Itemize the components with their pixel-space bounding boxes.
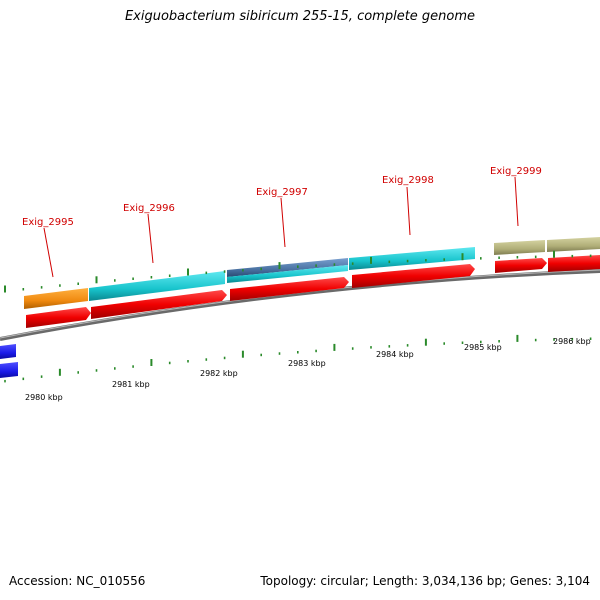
genome-backbone-highlight	[0, 269, 600, 339]
leader-line	[280, 197, 286, 248]
gene-label: Exig_2998	[382, 175, 434, 186]
cds-arrow-5	[495, 258, 547, 273]
leader-line	[147, 213, 154, 264]
kbp-label: 2984 kbp	[376, 350, 414, 359]
feature-cyan-2	[227, 265, 348, 283]
genome-backbone	[0, 269, 600, 341]
accession-text: Accession: NC_010556	[9, 574, 146, 588]
kbp-label: 2983 kbp	[288, 359, 326, 368]
feature-cyan-3	[349, 247, 475, 270]
tick-marks-lower	[4, 334, 592, 383]
page-title: Exiguobacterium sibiricum 255-15, comple…	[124, 9, 476, 24]
gene-label: Exig_2996	[123, 203, 175, 214]
feature-blue-1	[0, 344, 16, 359]
kbp-label: 2980 kbp	[25, 393, 63, 402]
leader-line	[43, 227, 54, 278]
feature-blue-2	[0, 362, 18, 378]
feature-steelblue	[227, 258, 348, 277]
kbp-label-group: 2980 kbp 2981 kbp 2982 kbp 2983 kbp 2984…	[25, 337, 591, 402]
leader-line	[406, 186, 411, 236]
feature-cyan-1	[89, 271, 225, 301]
kbp-label: 2986 kbp	[553, 337, 591, 346]
cds-arrow-1	[26, 307, 91, 328]
cds-arrow-4	[352, 264, 475, 288]
cds-arrow-2	[91, 290, 227, 319]
gene-label: Exig_2999	[490, 166, 542, 177]
feature-orange	[24, 288, 88, 309]
cds-arrow-3	[230, 277, 349, 301]
kbp-label: 2982 kbp	[200, 369, 238, 378]
gene-label: Exig_2995	[22, 217, 74, 228]
tick-marks-upper	[4, 250, 592, 293]
topology-text: Topology: circular; Length: 3,034,136 bp…	[260, 574, 590, 588]
gene-label-group: Exig_2995 Exig_2996 Exig_2997 Exig_2998 …	[22, 166, 542, 278]
leader-line	[514, 176, 519, 227]
gene-label: Exig_2997	[256, 187, 308, 198]
feature-khaki-2	[547, 237, 600, 252]
kbp-label: 2985 kbp	[464, 343, 502, 352]
kbp-label: 2981 kbp	[112, 380, 150, 389]
cds-arrow-6	[548, 255, 600, 272]
feature-khaki-1	[494, 240, 545, 255]
